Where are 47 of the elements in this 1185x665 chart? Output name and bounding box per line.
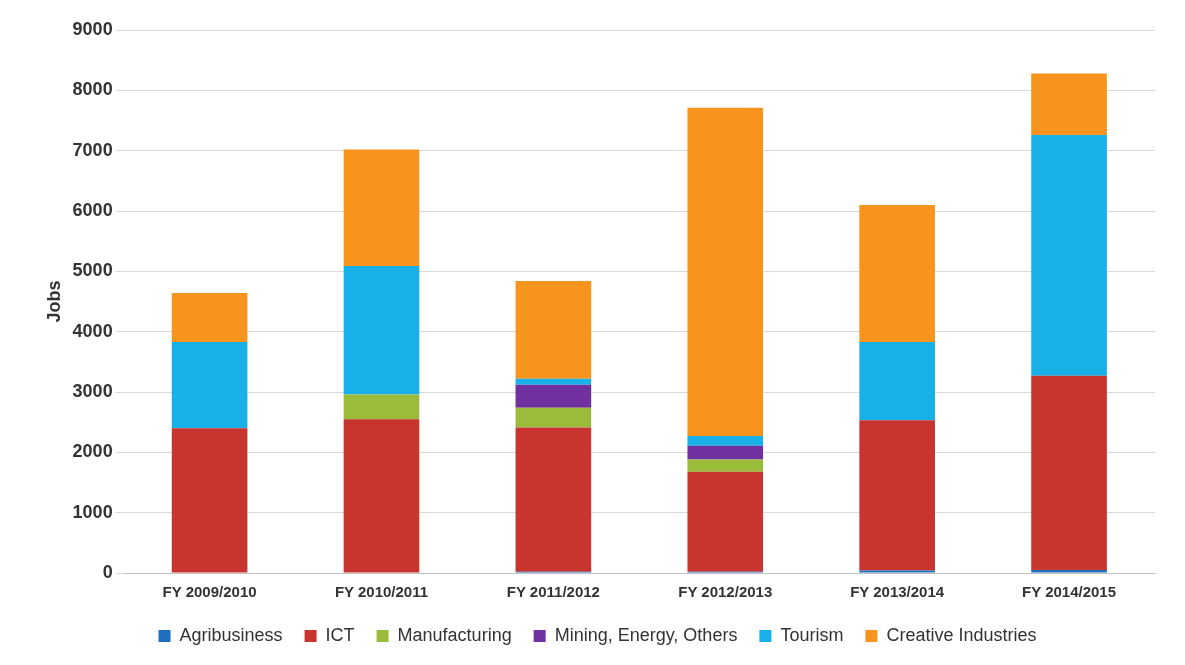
bar [343, 419, 420, 573]
bar [1031, 569, 1107, 573]
y-tick-label: 6000 [72, 199, 113, 220]
bar [515, 407, 592, 428]
bar [687, 445, 764, 460]
y-tick-label: 5000 [72, 260, 113, 281]
bar [687, 471, 764, 572]
x-tick-label: FY 2013/2014 [850, 583, 945, 601]
x-tick-label: FY 2009/2010 [162, 583, 257, 601]
bar [171, 428, 248, 573]
x-tick-label: FY 2011/2012 [506, 583, 600, 601]
legend-label: Agribusiness [179, 624, 283, 645]
bar [343, 394, 420, 420]
bar [859, 420, 935, 571]
bar [1031, 134, 1107, 376]
bar [687, 107, 764, 437]
bar [859, 341, 935, 421]
bar [171, 293, 248, 342]
bar [515, 378, 592, 385]
bar [171, 341, 248, 429]
y-tick-label: 0 [102, 561, 113, 582]
bar [687, 436, 764, 446]
legend-label: Creative Industries [886, 624, 1037, 645]
y-tick-label: 8000 [72, 79, 113, 100]
bar [515, 384, 592, 408]
bar [1031, 375, 1107, 570]
bar [343, 149, 420, 266]
y-tick-label: 9000 [72, 18, 113, 39]
bar [515, 427, 592, 572]
bar [859, 204, 935, 342]
y-tick-label: 7000 [72, 139, 113, 160]
y-tick-label: 1000 [72, 501, 113, 522]
bar [515, 280, 592, 379]
bar [1031, 73, 1107, 135]
y-tick-label: 4000 [72, 320, 113, 341]
x-tick-label: FY 2014/2015 [1022, 583, 1117, 601]
y-tick-label: 3000 [72, 380, 113, 401]
x-tick-label: FY 2010/2011 [334, 583, 429, 601]
x-tick-label: FY 2012/2013 [678, 583, 773, 601]
legend-label: Manufacturing [397, 624, 512, 645]
legend-label: Tourism [780, 624, 844, 645]
bar [687, 459, 764, 472]
y-axis-title: Jobs [43, 280, 64, 323]
bar [343, 265, 420, 395]
y-tick-label: 2000 [72, 441, 113, 462]
legend-label: ICT [325, 624, 355, 645]
legend-label: Mining, Energy, Others [554, 624, 738, 645]
